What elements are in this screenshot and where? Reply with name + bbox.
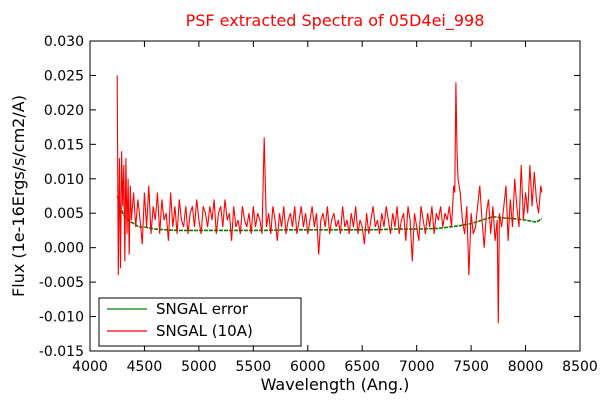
y-tick-label: -0.005 xyxy=(39,275,84,291)
x-tick-label: 4500 xyxy=(127,359,163,375)
y-tick-label: -0.010 xyxy=(39,310,84,326)
y-axis-ticks: 0.030 0.025 0.020 0.015 0.010 0.005 0.000 -0.00… xyxy=(39,34,580,360)
x-axis-label: Wavelength (Ang.) xyxy=(261,375,410,394)
y-tick-label: 0.020 xyxy=(44,103,84,119)
x-tick-label: 6500 xyxy=(344,359,380,375)
x-tick-label: 4000 xyxy=(72,359,108,375)
x-axis-ticks: 4000 4500 5000 5500 6000 6500 7000 7500 8000 8500 xyxy=(72,41,598,375)
plot-frame xyxy=(89,40,581,352)
x-tick-label: 8000 xyxy=(508,359,544,375)
y-tick-label: -0.015 xyxy=(39,344,84,360)
y-axis-label: Flux (1e-16Ergs/s/cm2/A) xyxy=(9,95,28,297)
x-tick-label: 5500 xyxy=(236,359,272,375)
x-tick-label: 5000 xyxy=(181,359,217,375)
y-tick-label: 0.005 xyxy=(44,206,84,222)
legend-label-sngal-error: SNGAL error xyxy=(156,300,249,318)
y-tick-label: 0.010 xyxy=(44,172,84,188)
legend: SNGAL error SNGAL (10A) xyxy=(98,297,302,347)
series-line-sngal-10a xyxy=(116,75,543,324)
y-tick-label: 0.030 xyxy=(44,34,84,50)
y-tick-label: 0.000 xyxy=(44,241,84,257)
y-tick-label: 0.025 xyxy=(44,68,84,84)
x-tick-label: 6000 xyxy=(290,359,326,375)
x-tick-label: 7500 xyxy=(453,359,489,375)
series-layer xyxy=(116,75,543,324)
chart-title: PSF extracted Spectra of 05D4ei_998 xyxy=(186,11,485,31)
legend-label-sngal-10a: SNGAL (10A) xyxy=(156,322,253,340)
x-tick-label: 8500 xyxy=(562,359,598,375)
legend-box xyxy=(98,297,302,347)
x-tick-label: 7000 xyxy=(399,359,435,375)
y-tick-label: 0.015 xyxy=(44,137,84,153)
